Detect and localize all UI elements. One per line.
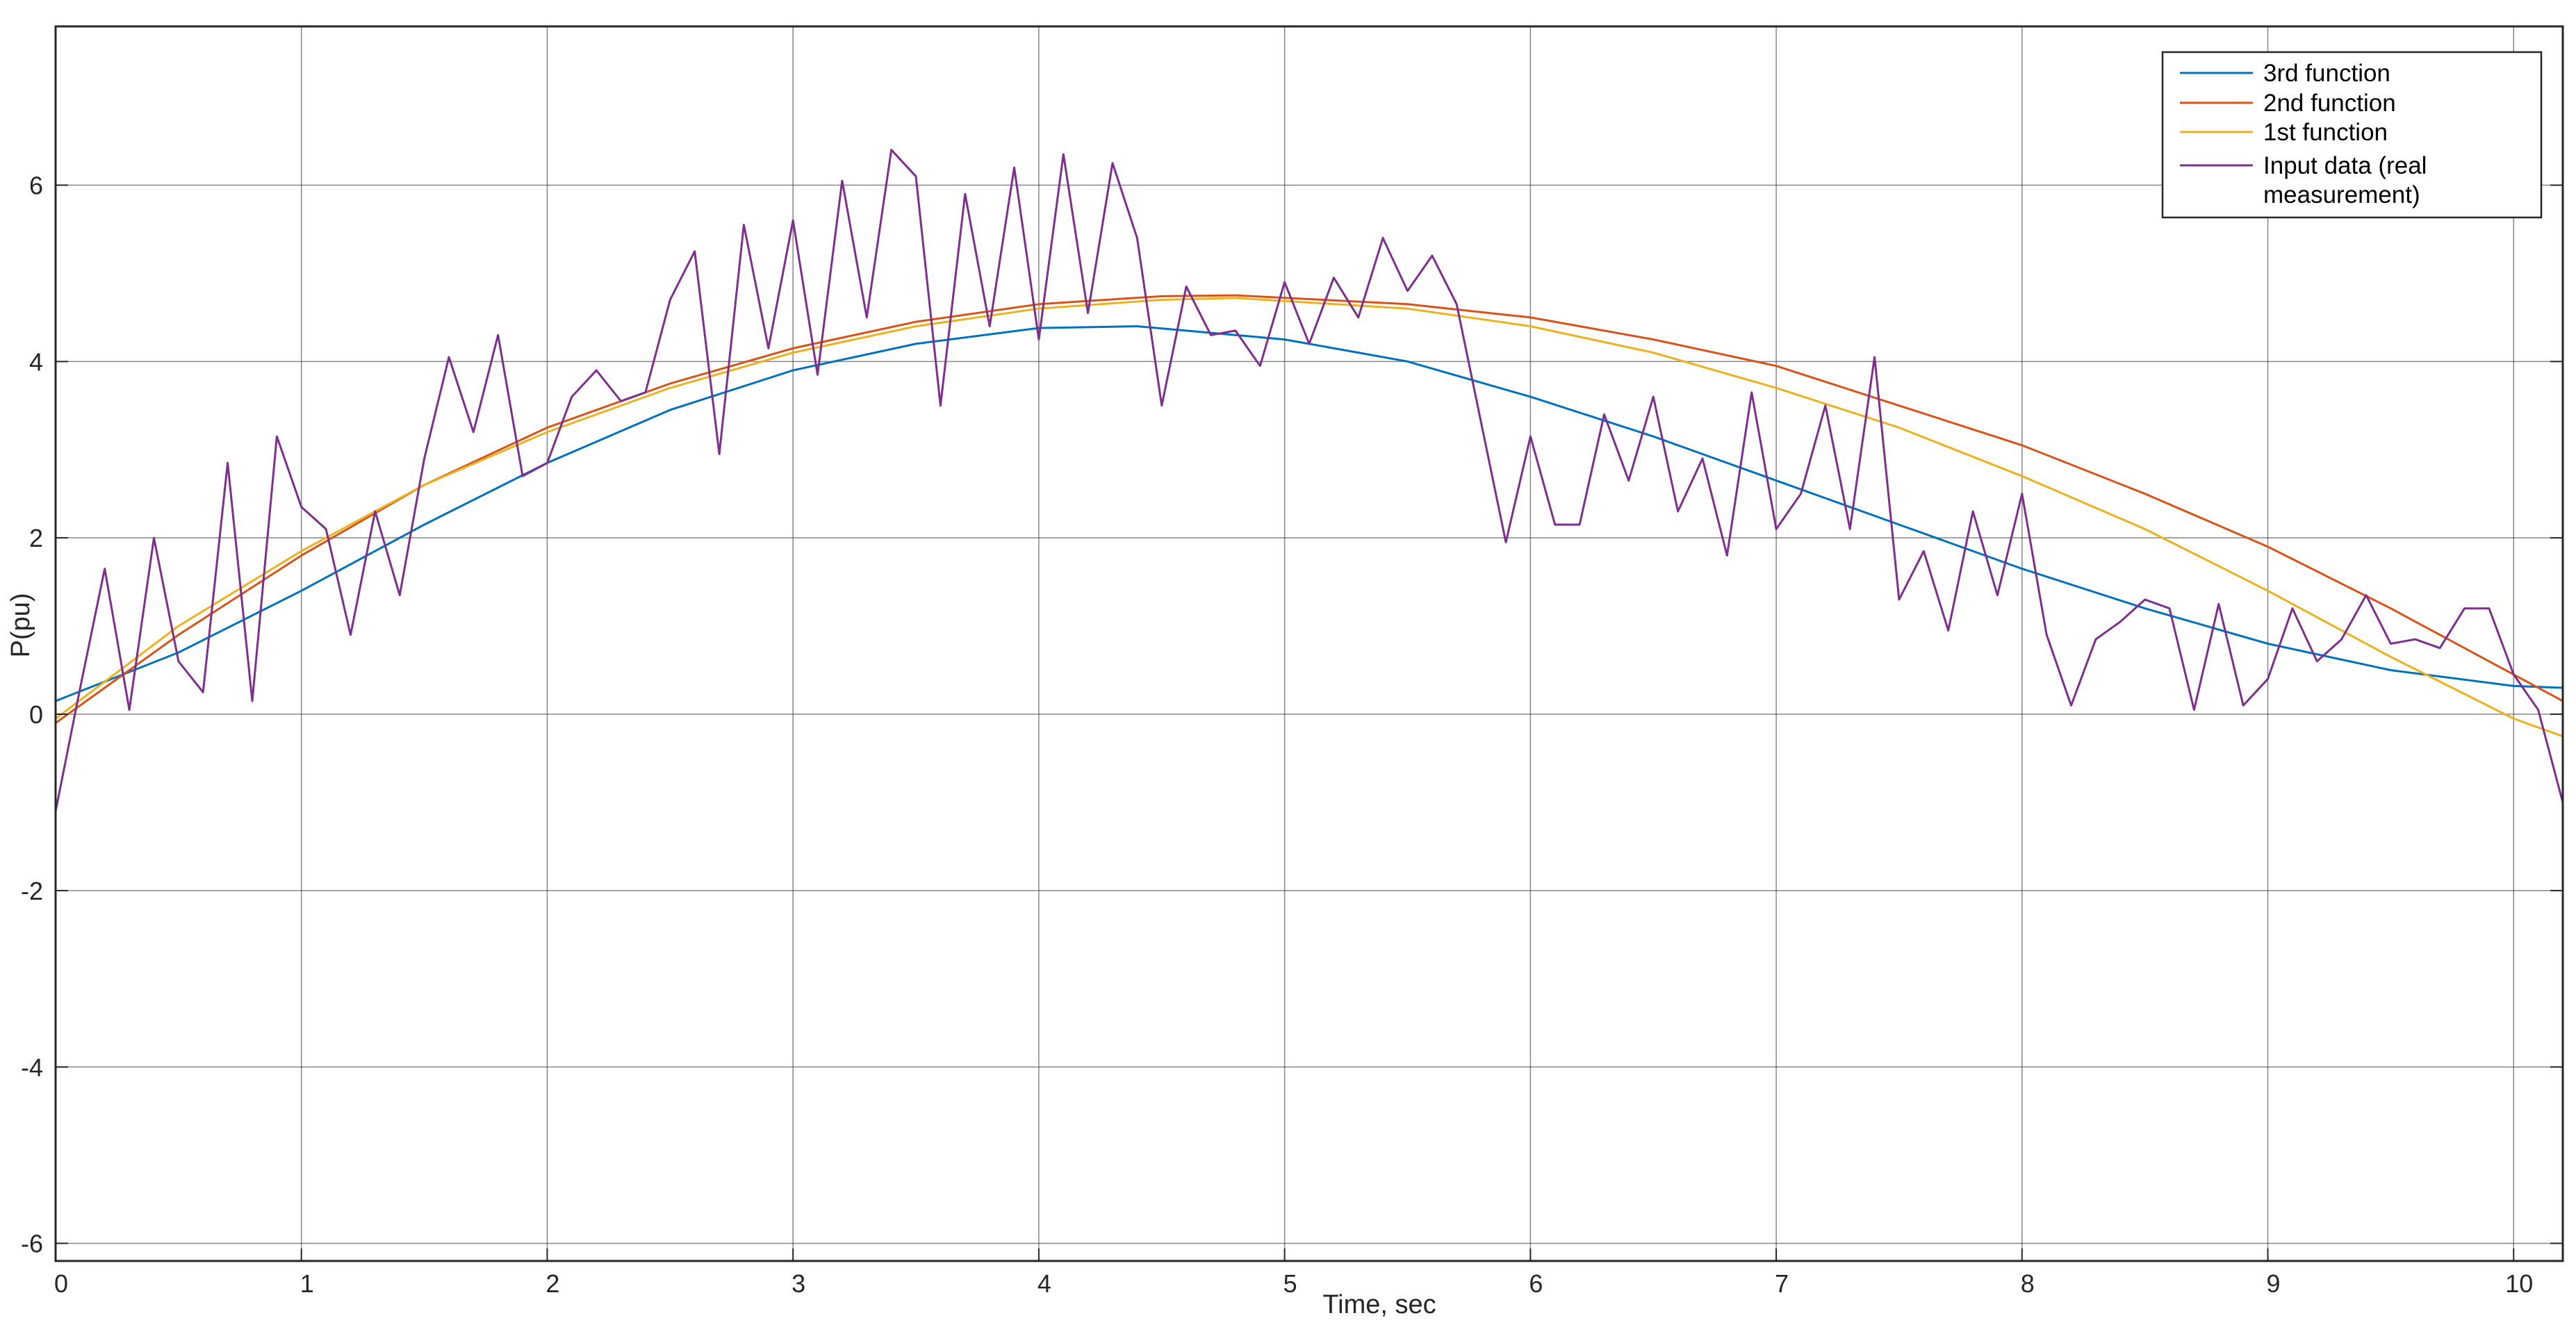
x-tick-label: 9 xyxy=(2267,1269,2281,1298)
legend-label: 2nd function xyxy=(2263,90,2396,117)
x-tick-label: 2 xyxy=(545,1269,559,1298)
x-tick-label: 5 xyxy=(1283,1269,1297,1298)
x-tick-label: 1 xyxy=(300,1269,314,1298)
x-tick-label: 0 xyxy=(54,1269,68,1298)
x-tick-label: 7 xyxy=(1775,1269,1789,1298)
y-tick-label: -4 xyxy=(21,1053,43,1082)
y-tick-label: -2 xyxy=(21,877,43,905)
x-tick-label: 3 xyxy=(791,1269,805,1298)
x-axis-label: Time, sec xyxy=(1322,1290,1436,1319)
series-line-1st-function xyxy=(54,297,2564,738)
axis-ticks: 0 1 2 3 4 5 6 7 8 9 10 -6 -4 -2 0 2 4 6 xyxy=(21,171,2563,1298)
series-lines xyxy=(54,149,2564,813)
y-tick-label: 6 xyxy=(29,171,43,199)
legend-label: 1st function xyxy=(2263,119,2388,146)
legend-label-line: measurement) xyxy=(2263,181,2420,208)
y-tick-label: 2 xyxy=(29,524,43,552)
y-tick-label: 4 xyxy=(29,347,43,376)
legend-label: 3rd function xyxy=(2263,60,2390,87)
legend-label-line: 3rd function xyxy=(2263,60,2390,87)
x-tick-label: 4 xyxy=(1037,1269,1051,1298)
y-axis-label: P(pu) xyxy=(6,593,35,658)
legend-label-line: 1st function xyxy=(2263,119,2388,146)
y-tick-label: -6 xyxy=(21,1230,43,1258)
legend-label-line: 2nd function xyxy=(2263,90,2396,117)
legend-label: Input data (real measurement) xyxy=(2263,152,2427,208)
x-tick-label: 8 xyxy=(2021,1269,2035,1298)
legend-label-line: Input data (real xyxy=(2263,152,2427,179)
y-tick-label: 0 xyxy=(29,700,43,729)
x-tick-label: 10 xyxy=(2505,1269,2533,1298)
x-tick-label: 6 xyxy=(1529,1269,1543,1298)
series-line-3rd-function xyxy=(54,325,2564,702)
axes-box xyxy=(54,25,2564,1262)
series-line-input-data-real-measurement xyxy=(54,149,2564,813)
legend-box xyxy=(2161,51,2543,219)
series-line-2nd-function xyxy=(54,294,2564,725)
